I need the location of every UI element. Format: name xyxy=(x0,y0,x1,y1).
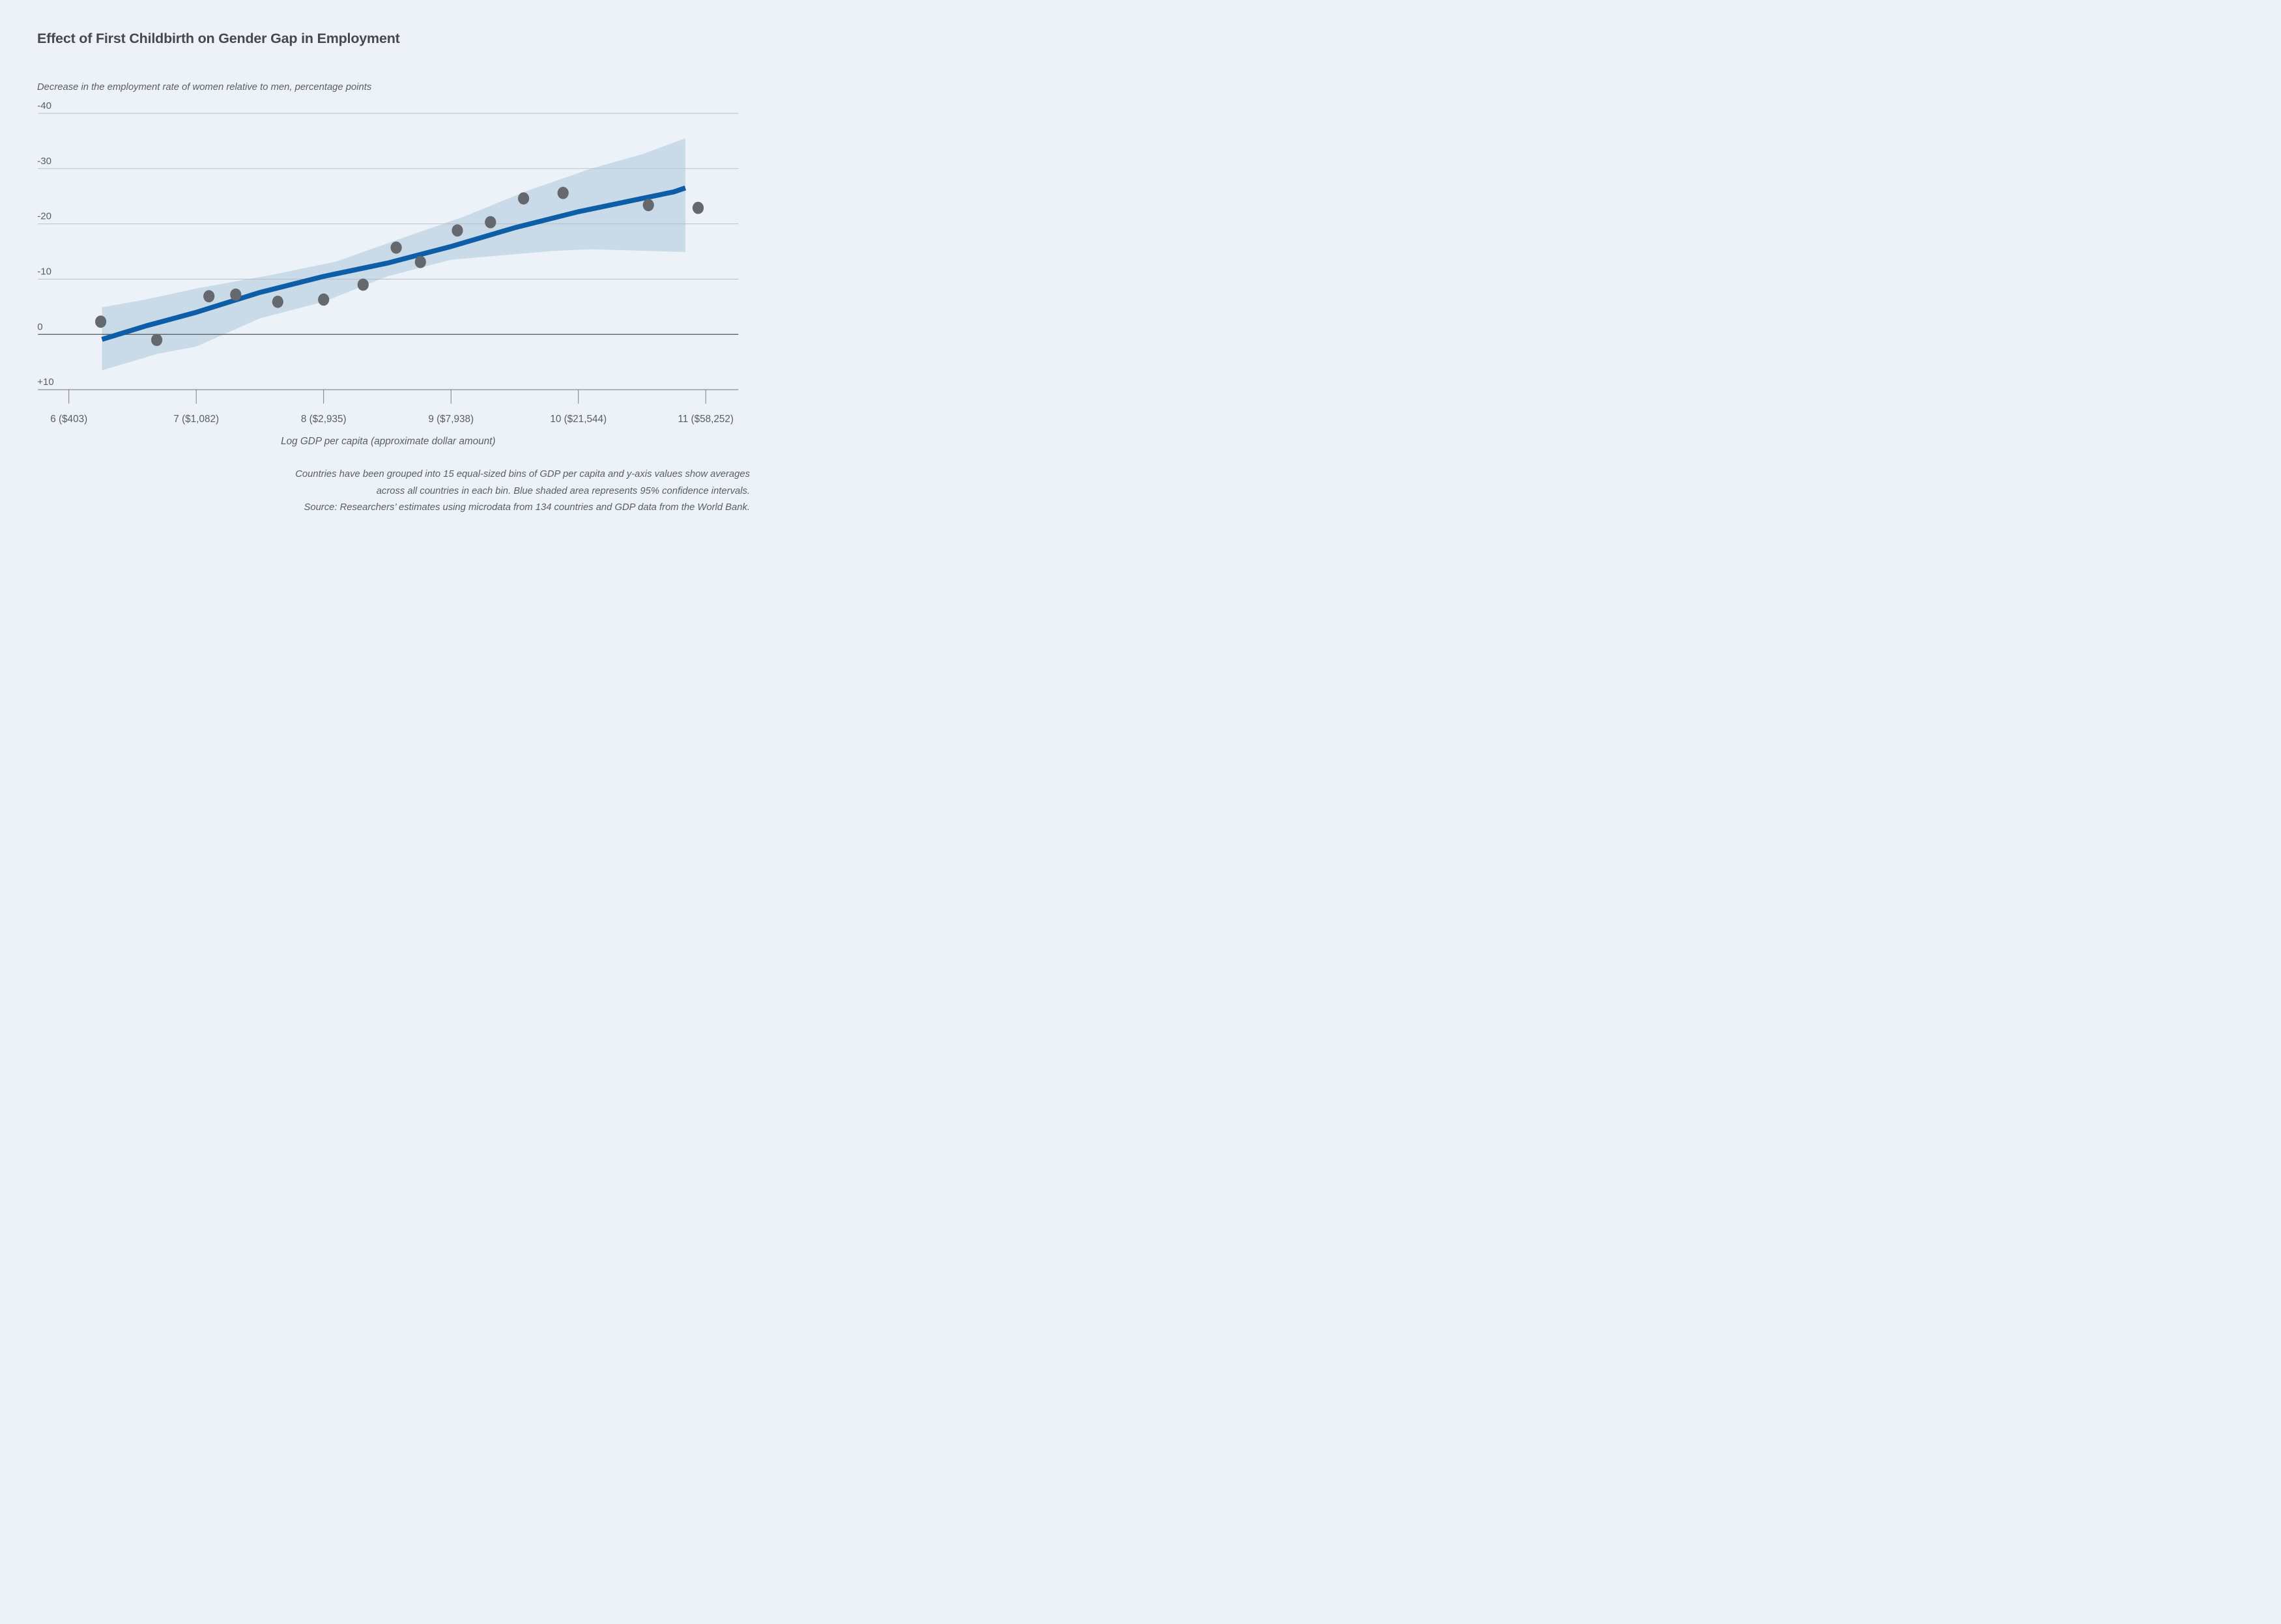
data-point xyxy=(151,334,163,347)
x-tick-label: 9 ($7,938) xyxy=(428,414,474,425)
y-tick-label: 0 xyxy=(37,321,42,332)
data-point xyxy=(203,290,215,303)
data-point xyxy=(95,315,107,328)
data-point xyxy=(557,186,569,199)
footnote-line-1: Countries have been grouped into 15 equa… xyxy=(295,469,750,479)
data-point xyxy=(414,255,426,268)
y-axis-description: Decrease in the employment rate of women… xyxy=(37,82,372,93)
confidence-band xyxy=(102,138,685,371)
y-tick-label: -40 xyxy=(37,100,51,111)
footnote-block: Countries have been grouped into 15 equa… xyxy=(164,466,750,517)
x-tick-label: 10 ($21,544) xyxy=(550,414,607,425)
trend-line xyxy=(101,185,687,342)
data-point xyxy=(518,192,530,205)
data-point xyxy=(357,278,369,291)
x-tick-label: 6 ($403) xyxy=(50,414,87,425)
chart-plot-area: -40 -30 -20 -10 0 +10 6 ($403) 7 ($1,082) 8 ($2,… xyxy=(37,100,739,447)
data-point xyxy=(452,224,463,237)
y-tick-label: -10 xyxy=(37,266,51,277)
y-tick-label: -30 xyxy=(37,156,51,167)
data-point xyxy=(390,241,402,254)
chart-title: Effect of First Childbirth on Gender Gap… xyxy=(37,31,400,46)
data-point xyxy=(272,295,283,308)
footnote-source: Source: Researchers’ estimates using mic… xyxy=(304,502,750,513)
data-point xyxy=(230,288,242,301)
chart-canvas: -40 -30 -20 -10 0 +10 6 ($403) 7 ($1,082) 8 ($2,… xyxy=(0,0,760,541)
footnote-line-2: across all countries in each bin. Blue s… xyxy=(376,485,750,496)
data-point xyxy=(485,216,496,229)
x-tick-label: 8 ($2,935) xyxy=(301,414,347,425)
data-point xyxy=(692,201,704,214)
data-point xyxy=(642,199,654,212)
x-axis-title: Log GDP per capita (approximate dollar a… xyxy=(281,436,495,447)
x-tick-label: 11 ($58,252) xyxy=(678,414,734,425)
data-point xyxy=(318,293,330,306)
y-tick-label: +10 xyxy=(37,377,53,388)
x-tick-label: 7 ($1,082) xyxy=(173,414,219,425)
y-tick-label: -20 xyxy=(37,211,51,222)
